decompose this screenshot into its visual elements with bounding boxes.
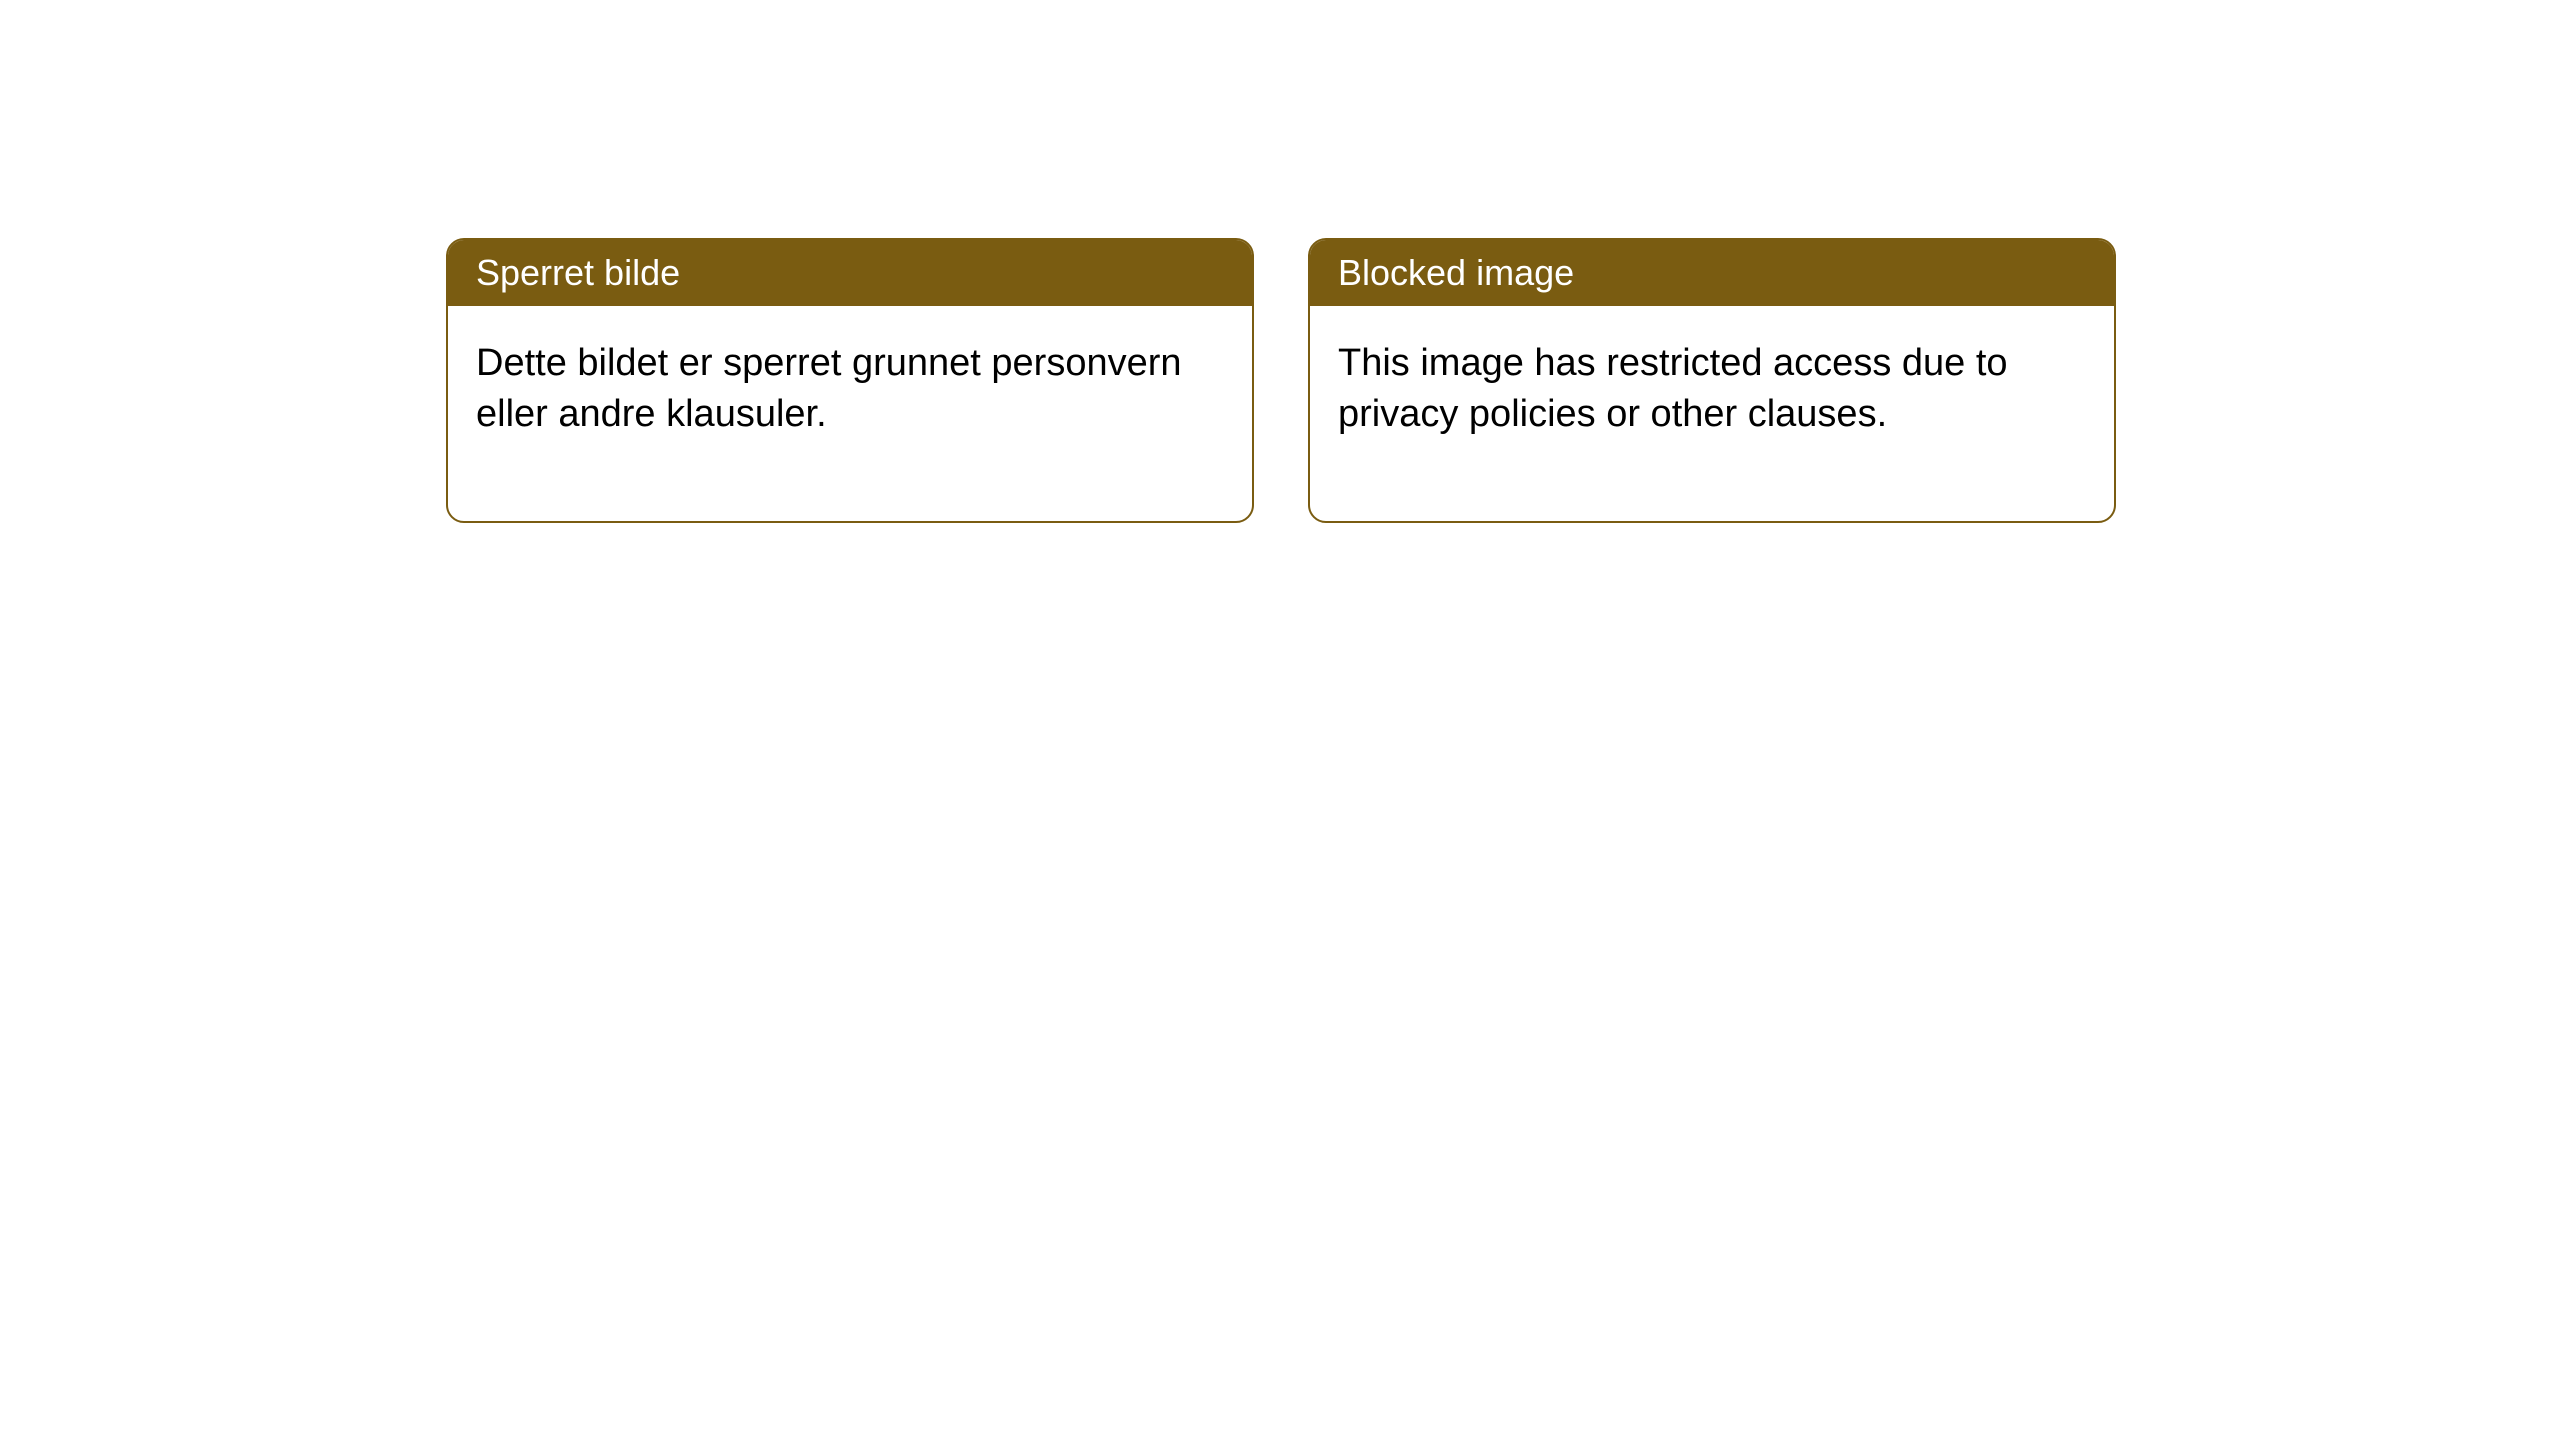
notice-title: Blocked image (1338, 252, 1574, 293)
notice-title: Sperret bilde (476, 252, 680, 293)
notice-text: Dette bildet er sperret grunnet personve… (476, 342, 1182, 435)
notice-header: Blocked image (1310, 240, 2114, 306)
notice-header: Sperret bilde (448, 240, 1252, 306)
notice-card-english: Blocked image This image has restricted … (1308, 238, 2116, 523)
notice-body: This image has restricted access due to … (1310, 306, 2114, 521)
notice-body: Dette bildet er sperret grunnet personve… (448, 306, 1252, 521)
notice-container: Sperret bilde Dette bildet er sperret gr… (446, 238, 2116, 523)
notice-card-norwegian: Sperret bilde Dette bildet er sperret gr… (446, 238, 1254, 523)
notice-text: This image has restricted access due to … (1338, 342, 2008, 435)
